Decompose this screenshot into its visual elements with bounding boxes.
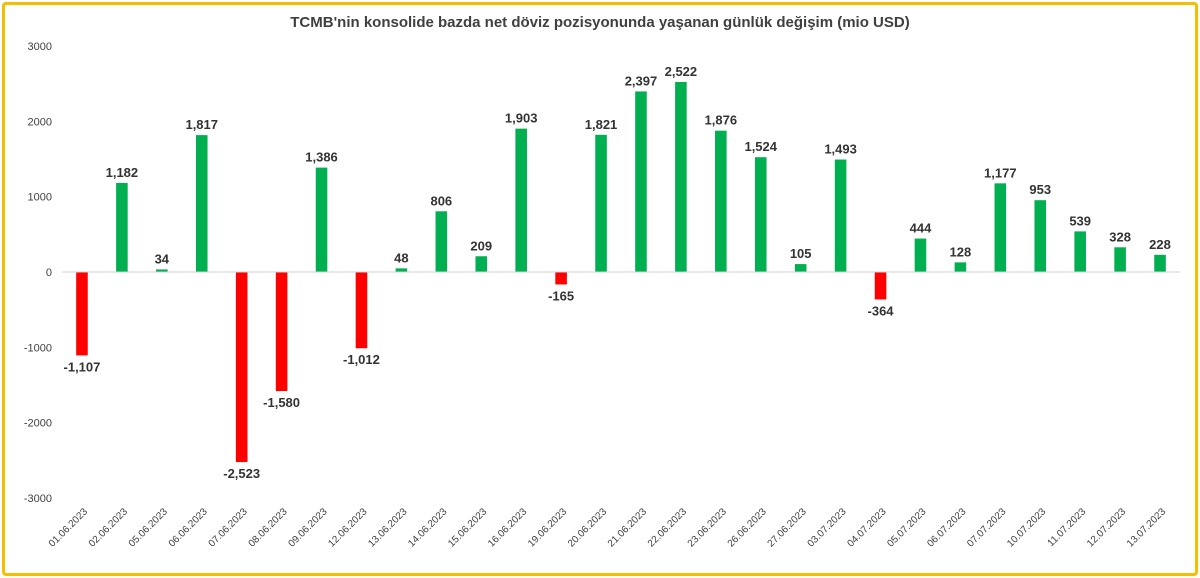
- x-tick-label: 03.07.2023: [806, 506, 849, 549]
- data-label: 1,182: [106, 165, 139, 180]
- data-label: 1,493: [824, 142, 857, 157]
- y-tick-label: -3000: [24, 493, 52, 505]
- data-label: -1,580: [263, 395, 300, 410]
- bar: [355, 272, 368, 349]
- x-tick-label: 06.06.2023: [167, 506, 210, 549]
- x-tick-label: 11.07.2023: [1046, 506, 1089, 549]
- y-tick-label: 3000: [28, 41, 52, 53]
- bar: [435, 211, 448, 272]
- bar: [1074, 231, 1086, 272]
- data-label: 2,397: [625, 73, 658, 88]
- bar: [156, 269, 168, 272]
- x-tick-label: 19.06.2023: [526, 506, 569, 549]
- data-label: 444: [910, 221, 932, 236]
- x-tick-label: 13.06.2023: [366, 506, 409, 549]
- x-tick-label: 21.06.2023: [606, 506, 649, 549]
- bar: [555, 272, 567, 285]
- x-axis-ticks: 01.06.202302.06.202305.06.202306.06.2023…: [47, 506, 1169, 549]
- bar: [754, 157, 767, 272]
- bar: [635, 91, 647, 273]
- data-label: 1,821: [585, 117, 618, 132]
- bar: [1034, 200, 1047, 272]
- data-label: -1,107: [64, 359, 101, 374]
- bar: [994, 183, 1007, 272]
- data-label: 209: [470, 238, 492, 253]
- x-tick-label: 02.06.2023: [87, 506, 130, 549]
- data-label: 34: [155, 251, 170, 266]
- bar: [1154, 254, 1166, 272]
- x-tick-label: 06.07.2023: [925, 506, 968, 549]
- bar: [76, 272, 88, 356]
- bar: [954, 262, 967, 272]
- data-label: 1,386: [305, 150, 338, 165]
- data-label: 128: [950, 244, 972, 259]
- y-tick-label: 1000: [28, 192, 52, 204]
- y-axis-ticks: 3000 2000 1000 0 -1000 -2000 -3000: [24, 41, 52, 505]
- x-tick-label: 08.06.2023: [247, 506, 290, 549]
- data-label: -165: [548, 288, 574, 303]
- data-label: 806: [430, 193, 452, 208]
- data-label: 953: [1029, 182, 1051, 197]
- x-tick-label: 23.06.2023: [686, 506, 729, 549]
- x-tick-label: 13.07.2023: [1125, 506, 1168, 549]
- bar: [595, 134, 607, 272]
- data-label: 48: [394, 250, 408, 265]
- bar: [874, 272, 887, 300]
- bar: [275, 272, 288, 392]
- bar: [834, 159, 847, 272]
- data-label: 1,817: [185, 117, 218, 132]
- x-tick-label: 27.06.2023: [766, 506, 809, 549]
- bar: [515, 128, 527, 272]
- x-tick-label: 04.07.2023: [845, 506, 888, 549]
- x-tick-label: 10.07.2023: [1005, 506, 1048, 549]
- data-label: 228: [1149, 237, 1171, 252]
- x-tick-label: 26.06.2023: [726, 506, 769, 549]
- bar: [475, 256, 488, 272]
- data-label: 1,876: [705, 113, 738, 128]
- x-tick-label: 05.07.2023: [885, 506, 928, 549]
- bar: [715, 130, 727, 272]
- bar: [914, 238, 927, 272]
- data-label: 105: [790, 246, 812, 261]
- x-tick-label: 22.06.2023: [646, 506, 689, 549]
- bar: [794, 264, 807, 272]
- data-label: 2,522: [665, 64, 698, 79]
- chart-title: TCMB'nin konsolide bazda net döviz pozis…: [290, 14, 910, 31]
- x-tick-label: 09.06.2023: [286, 506, 329, 549]
- bar: [395, 268, 408, 272]
- bar: [195, 135, 208, 272]
- y-tick-label: 2000: [28, 116, 52, 128]
- bar: [235, 272, 248, 463]
- x-tick-label: 15.06.2023: [446, 506, 489, 549]
- x-tick-label: 07.07.2023: [965, 506, 1008, 549]
- data-label: -2,523: [223, 466, 260, 481]
- bar: [315, 167, 328, 272]
- data-label: 539: [1069, 213, 1091, 228]
- x-tick-label: 16.06.2023: [486, 506, 529, 549]
- bar: [1114, 247, 1126, 272]
- data-label: -1,012: [343, 352, 380, 367]
- x-tick-label: 20.06.2023: [566, 506, 609, 549]
- bar: [675, 82, 687, 272]
- y-tick-label: -2000: [24, 418, 52, 430]
- bars: [76, 82, 1166, 463]
- data-label: 1,524: [744, 139, 777, 154]
- y-tick-label: -1000: [24, 342, 52, 354]
- x-tick-label: 12.07.2023: [1085, 506, 1128, 549]
- data-label: 1,177: [984, 165, 1017, 180]
- bar: [116, 182, 128, 272]
- data-label: -364: [868, 303, 895, 318]
- data-label: 1,903: [505, 111, 538, 126]
- x-tick-label: 12.06.2023: [326, 506, 369, 549]
- y-tick-label: 0: [46, 267, 52, 279]
- data-label: 328: [1109, 229, 1131, 244]
- x-tick-label: 05.06.2023: [127, 506, 170, 549]
- data-labels: -1,107 1,182 34 1,817 -2,523 -1,580 1,386 -1,01…: [64, 64, 1171, 481]
- x-tick-label: 01.06.2023: [47, 506, 90, 549]
- x-tick-label: 14.06.2023: [406, 506, 449, 549]
- x-tick-label: 07.06.2023: [207, 506, 250, 549]
